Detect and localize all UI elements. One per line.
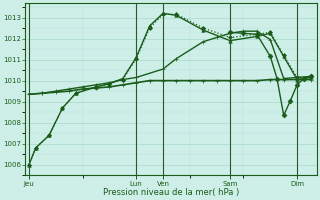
- X-axis label: Pression niveau de la mer( hPa ): Pression niveau de la mer( hPa ): [103, 188, 239, 197]
